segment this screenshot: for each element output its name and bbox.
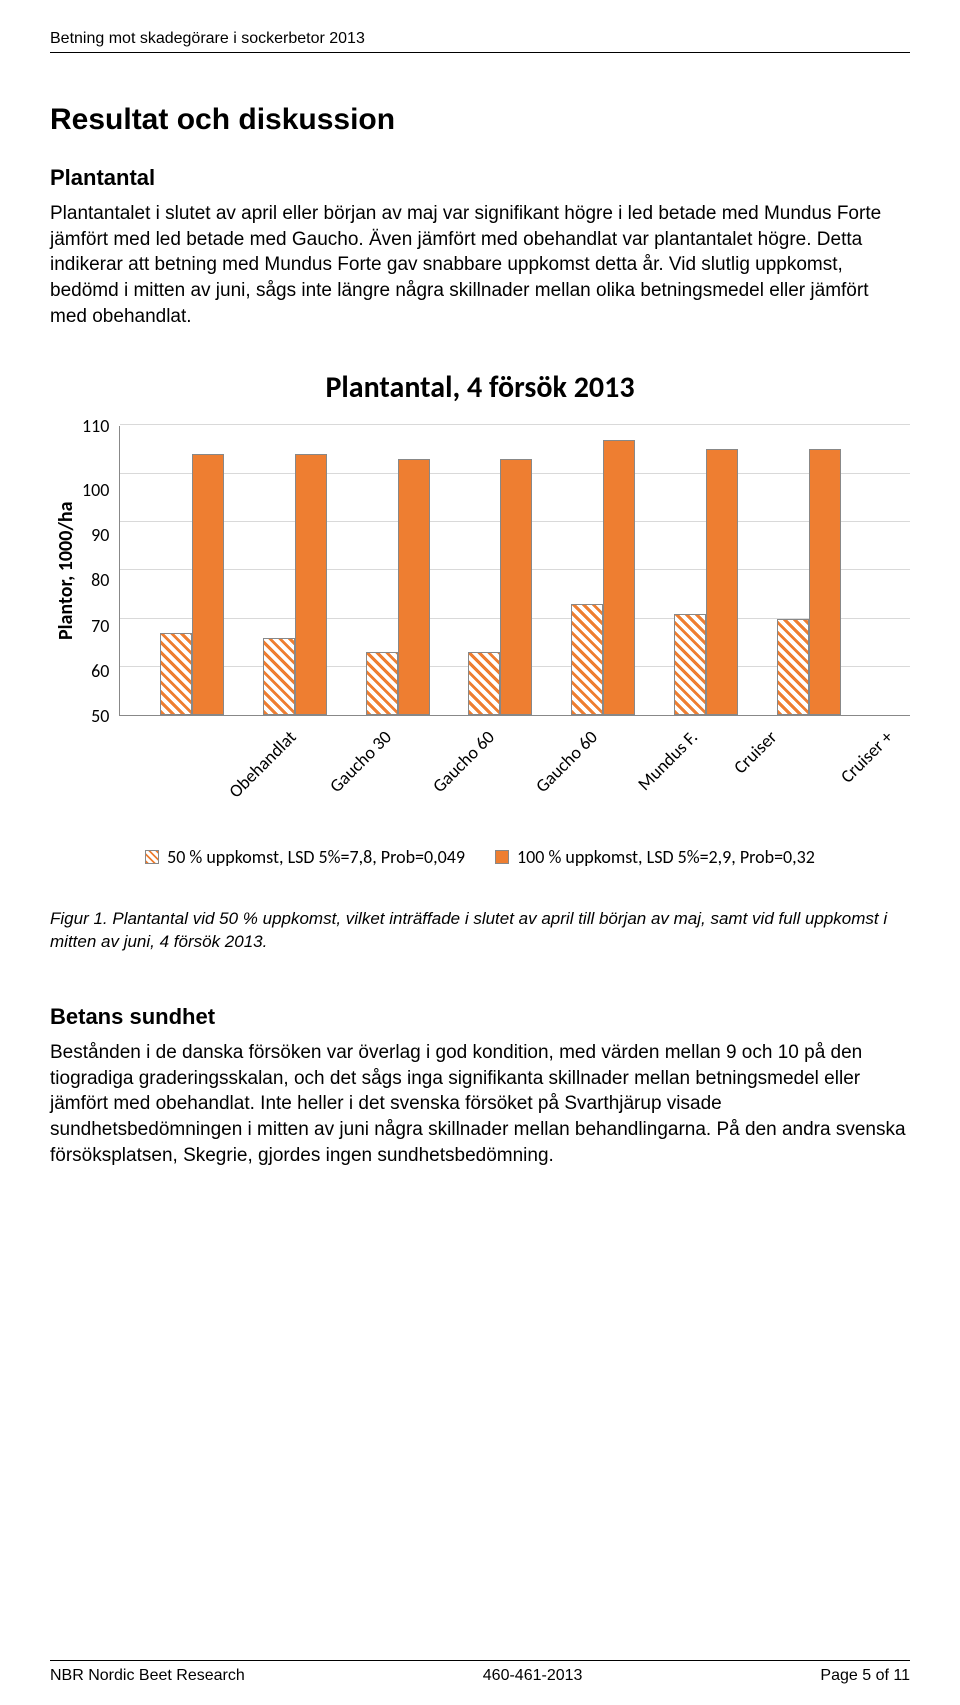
chart-xlabels: Obehandlat Gaucho 30 Gaucho 60 Gaucho 60 Mun… xyxy=(126,716,910,836)
chart-bar xyxy=(366,652,398,715)
chart-xlabel: Obehandlat xyxy=(225,726,301,802)
legend-label: 100 % uppkomst, LSD 5%=2,9, Prob=0,32 xyxy=(517,846,815,868)
paragraph-betans-sundhet: Bestånden i de danska försöken var överl… xyxy=(50,1040,910,1168)
subsection-betans-sundhet: Betans sundhet xyxy=(50,1004,910,1030)
chart-xlabel: Gaucho 60 xyxy=(428,726,499,797)
chart-bar xyxy=(603,440,635,716)
figure-caption: Figur 1. Plantantal vid 50 % uppkomst, v… xyxy=(50,908,910,954)
chart-bar xyxy=(777,619,809,716)
chart-xlabel: Gaucho 60 xyxy=(531,726,602,797)
chart-bar xyxy=(160,633,192,715)
chart-bar xyxy=(398,459,430,715)
chart-bar xyxy=(295,454,327,715)
chart-bar-group xyxy=(366,459,430,715)
running-header: Betning mot skadegörare i sockerbetor 20… xyxy=(50,30,910,48)
chart-bar-group xyxy=(263,454,327,715)
section-heading: Resultat och diskussion xyxy=(50,103,910,137)
legend-swatch xyxy=(145,850,159,864)
page-footer: NBR Nordic Beet Research 460-461-2013 Pa… xyxy=(50,1660,910,1685)
footer-left: NBR Nordic Beet Research xyxy=(50,1667,245,1685)
chart-ytick: 100 xyxy=(82,481,109,499)
chart-xlabel: Cruiser + xyxy=(836,726,897,787)
chart-bar-group xyxy=(674,449,738,715)
chart-ytick: 80 xyxy=(91,571,109,589)
chart-bar-group xyxy=(777,449,841,715)
chart-bar xyxy=(571,604,603,715)
chart-xlabel: Cruiser xyxy=(729,726,781,778)
chart-bar xyxy=(674,614,706,716)
chart-ytick: 50 xyxy=(91,707,109,725)
chart-ytick: 60 xyxy=(91,662,109,680)
chart-plot-area xyxy=(119,426,910,716)
footer-rule xyxy=(50,1660,910,1661)
chart-legend: 50 % uppkomst, LSD 5%=7,8, Prob=0,049 100… xyxy=(50,846,910,868)
paragraph-plantantal: Plantantalet i slutet av april eller bör… xyxy=(50,201,910,329)
chart-bar xyxy=(263,638,295,715)
chart-bar-group xyxy=(468,459,532,715)
chart-ytick: 70 xyxy=(91,617,109,635)
chart-bar xyxy=(809,449,841,715)
legend-label: 50 % uppkomst, LSD 5%=7,8, Prob=0,049 xyxy=(167,846,465,868)
chart-bar xyxy=(706,449,738,715)
chart-bar xyxy=(500,459,532,715)
legend-item: 100 % uppkomst, LSD 5%=2,9, Prob=0,32 xyxy=(495,846,815,868)
footer-right: Page 5 of 11 xyxy=(820,1667,910,1685)
chart-bar-group xyxy=(571,440,635,716)
chart-ytick: 90 xyxy=(91,526,109,544)
chart-bar xyxy=(468,652,500,715)
chart-xlabel: Mundus F. xyxy=(633,726,702,795)
chart-title: Plantantal, 4 försök 2013 xyxy=(50,369,910,406)
chart-plantantal: Plantantal, 4 försök 2013 Plantor, 1000/… xyxy=(50,369,910,868)
subsection-plantantal: Plantantal xyxy=(50,165,910,191)
chart-yticks: 1101009080706050 xyxy=(82,426,119,716)
chart-bar xyxy=(192,454,224,715)
chart-ylabel: Plantor, 1000/ha xyxy=(50,451,82,691)
footer-center: 460-461-2013 xyxy=(483,1667,583,1685)
chart-gridline xyxy=(120,424,910,425)
chart-xlabel: Gaucho 30 xyxy=(325,726,396,797)
header-rule xyxy=(50,52,910,53)
legend-item: 50 % uppkomst, LSD 5%=7,8, Prob=0,049 xyxy=(145,846,465,868)
chart-ytick: 110 xyxy=(82,417,109,435)
chart-bar-group xyxy=(160,454,224,715)
legend-swatch xyxy=(495,850,509,864)
